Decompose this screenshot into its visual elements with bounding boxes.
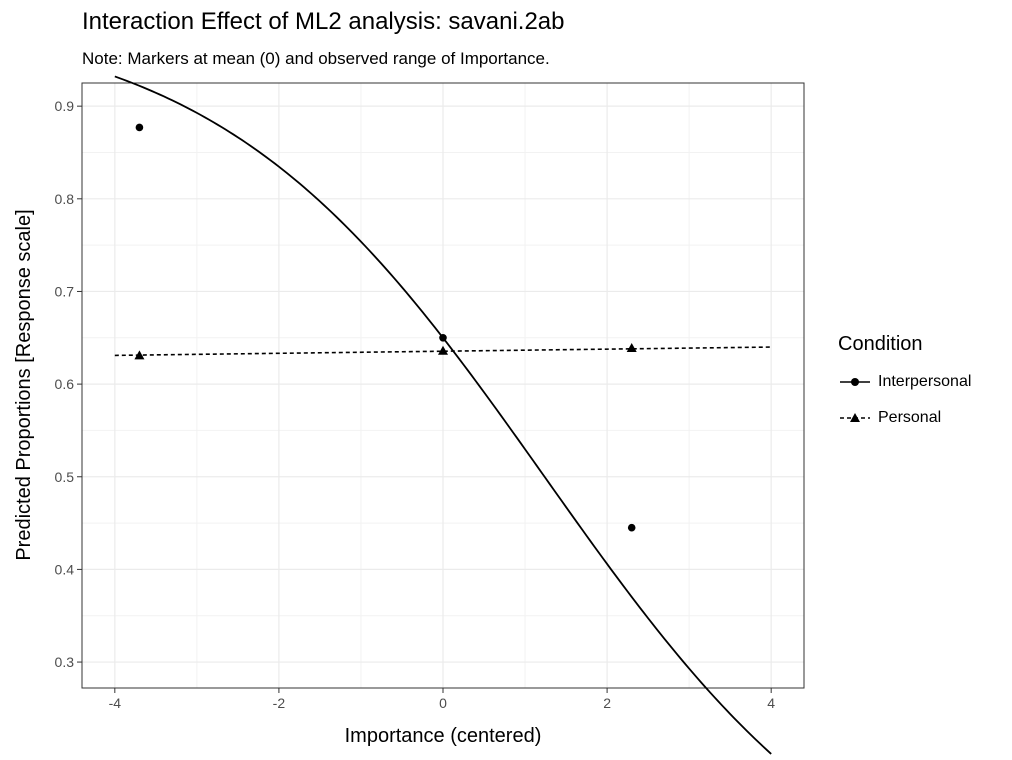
legend-label-interpersonal: Interpersonal (878, 373, 972, 390)
x-tick-label: -4 (109, 695, 122, 711)
x-tick-label: 2 (603, 695, 611, 711)
legend-title: Condition (838, 333, 923, 355)
y-tick-label: 0.7 (55, 283, 75, 299)
y-tick-label: 0.6 (55, 376, 75, 392)
marker-interpersonal (135, 123, 144, 132)
series-line-personal (114, 346, 772, 357)
marker-interpersonal (627, 523, 636, 532)
grid-layer (82, 83, 804, 688)
y-tick-label: 0.8 (55, 191, 75, 207)
x-axis-title: Importance (centered) (345, 725, 542, 747)
marker-personal (438, 345, 448, 355)
marker-personal (134, 350, 145, 360)
y-tick-label: 0.9 (55, 98, 75, 114)
axis-layer: -4 -2 0 2 4 0.3 0.4 0.5 0.6 0.7 0.8 0.9 (55, 98, 776, 711)
y-tick-label: 0.5 (55, 469, 75, 485)
y-axis-title: Predicted Proportions [Response scale] (13, 209, 35, 560)
legend-item-personal: Personal (838, 400, 971, 436)
y-tick-label: 0.3 (55, 654, 75, 670)
marker-interpersonal (439, 333, 447, 342)
legend-key-solid-circle (840, 378, 870, 386)
legend-label-personal: Personal (878, 409, 942, 426)
x-tick-label: 0 (439, 695, 447, 711)
legend-item-interpersonal: Interpersonal (838, 364, 971, 400)
y-tick-label: 0.4 (55, 561, 75, 577)
series-layer (114, 75, 772, 755)
legend: Condition Interpersonal Personal (838, 333, 971, 436)
x-tick-label: 4 (767, 695, 775, 711)
chart-subtitle: Note: Markers at mean (0) and observed r… (82, 49, 550, 68)
x-tick-label: -2 (273, 695, 286, 711)
chart-title: Interaction Effect of ML2 analysis: sava… (82, 8, 565, 35)
marker-personal (626, 342, 637, 352)
legend-key-dashed-triangle (840, 413, 870, 422)
